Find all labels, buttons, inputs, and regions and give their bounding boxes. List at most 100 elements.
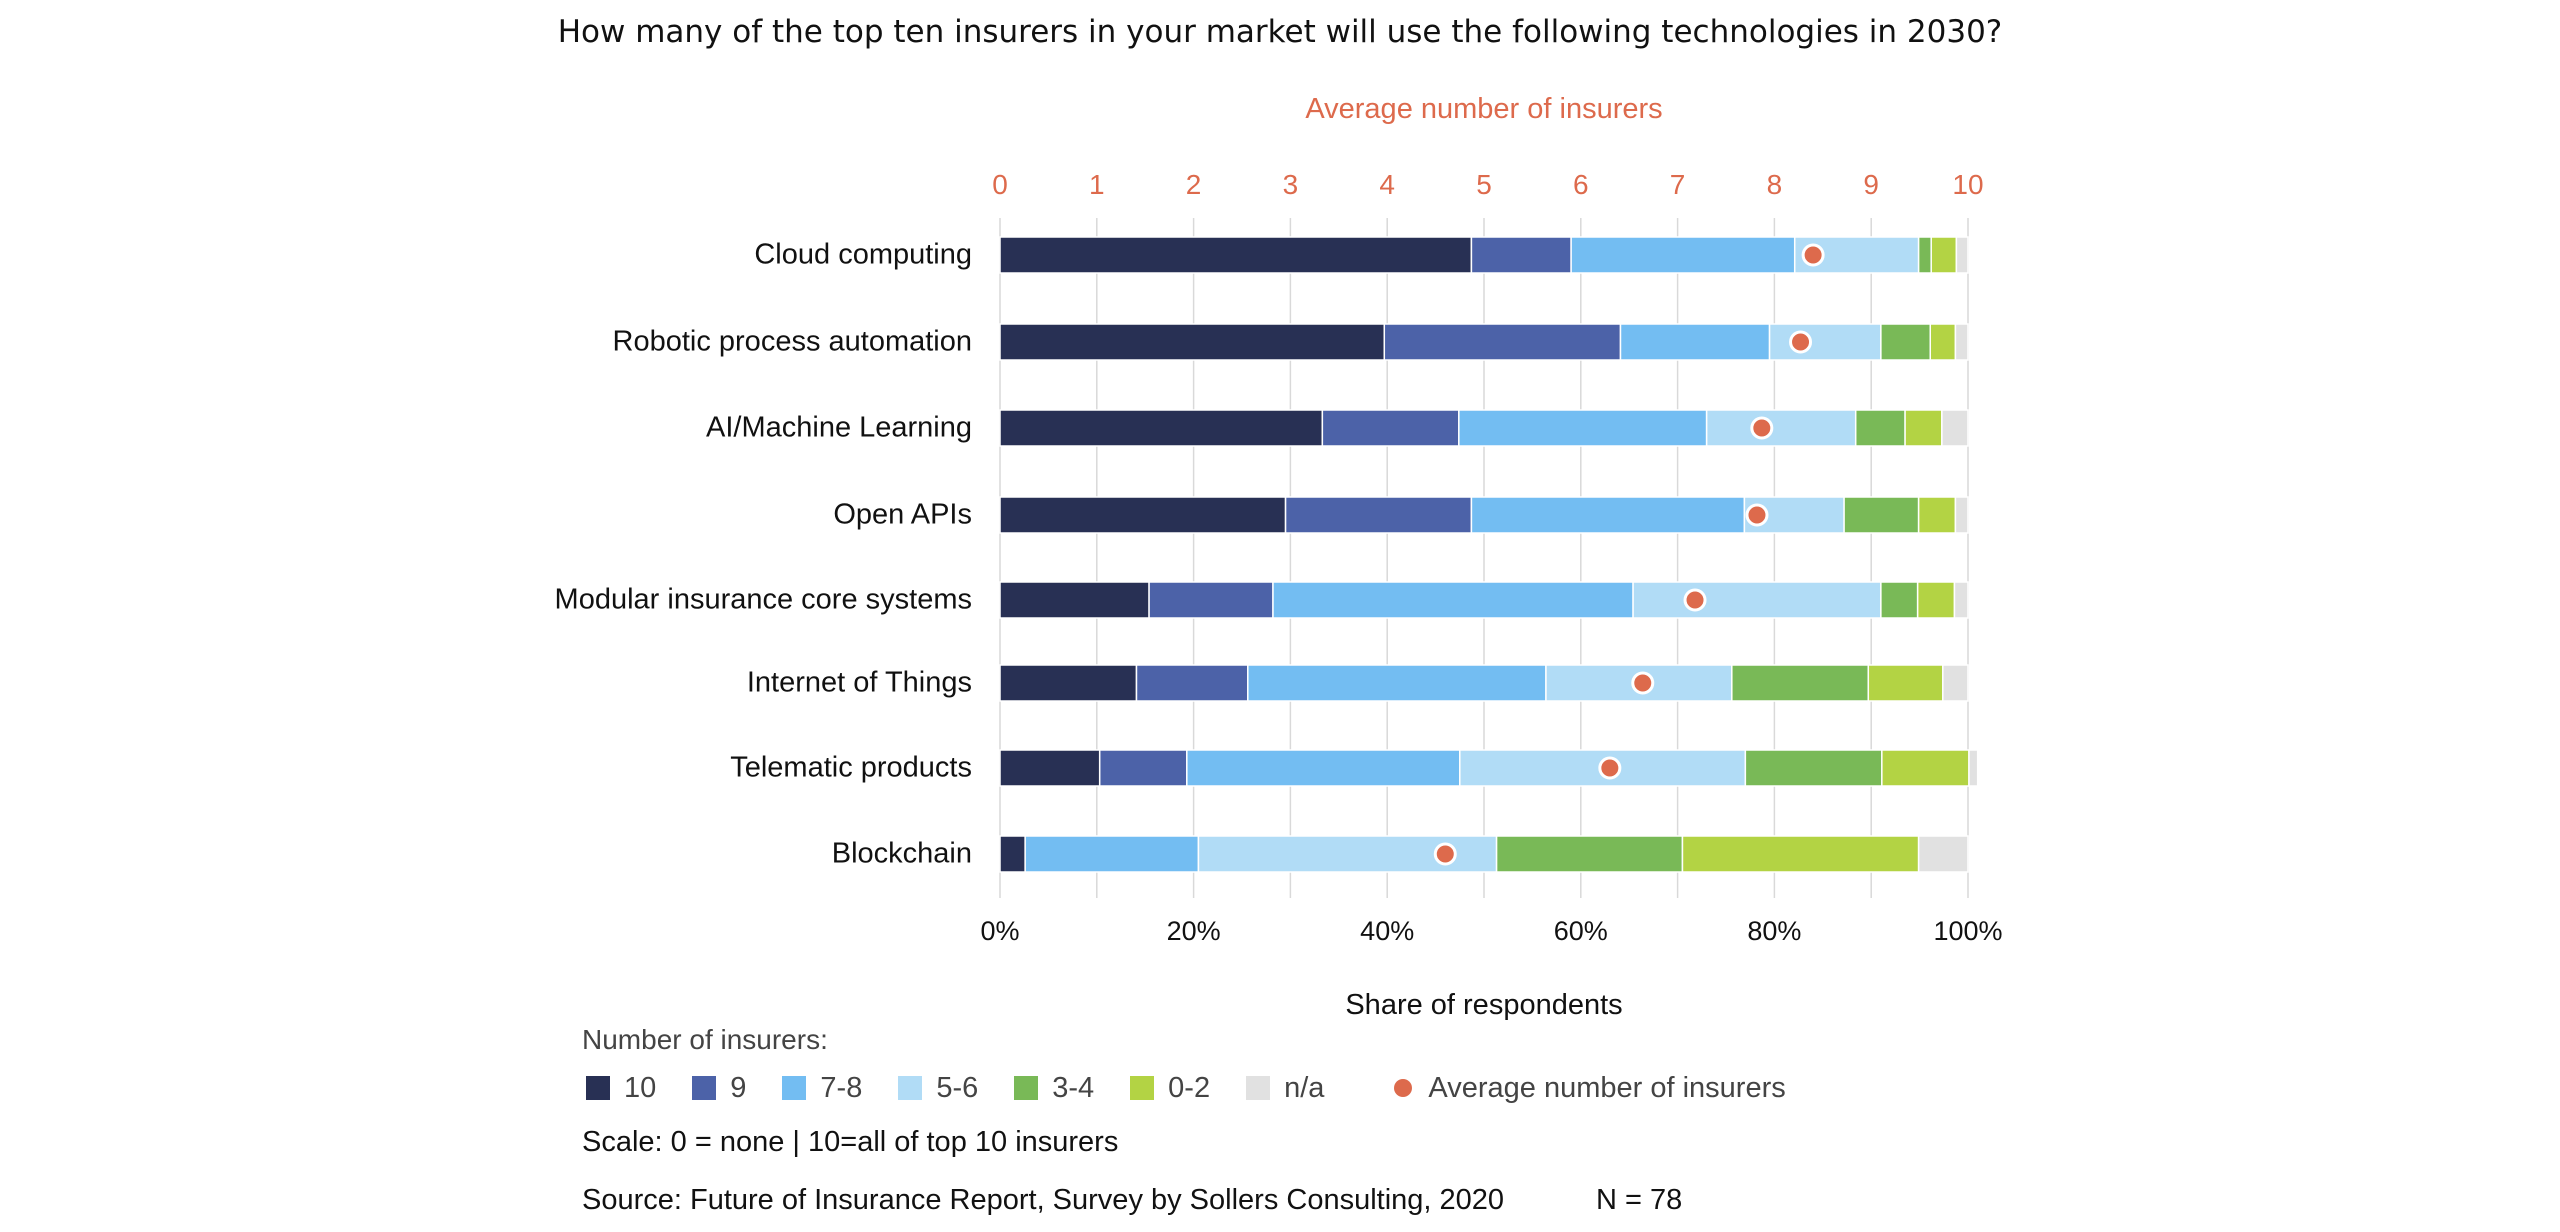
- legend-label: 5-6: [936, 1071, 979, 1104]
- sample-size-note: N = 78: [1596, 1184, 1683, 1216]
- chart-title: How many of the top ten insurers in your…: [557, 14, 2003, 50]
- average-marker: [1750, 416, 1774, 440]
- bar-segment: [1917, 496, 1957, 534]
- bar-segment: [1954, 496, 1969, 534]
- bar-segment: [1867, 664, 1944, 702]
- legend-swatch: [692, 1076, 717, 1100]
- legend-swatch: [898, 1076, 923, 1100]
- category-label: Blockchain: [832, 838, 972, 870]
- bar-segment: [1968, 749, 1979, 787]
- bar-segment: [999, 749, 1101, 787]
- top-axis-tick-label: 8: [1767, 169, 1783, 200]
- legend-swatch: [1014, 1076, 1039, 1100]
- bar-segment: [1744, 749, 1883, 787]
- top-axis-tick-label: 5: [1476, 169, 1492, 200]
- bar-segment: [1148, 581, 1274, 619]
- top-axis-tick-label: 3: [1283, 169, 1299, 200]
- bar-segment: [1705, 409, 1857, 447]
- legend-swatch: [586, 1076, 610, 1100]
- bar-segment: [1917, 236, 1932, 274]
- legend-item: 0-2: [1130, 1072, 1210, 1105]
- legend-swatch: [1130, 1076, 1155, 1100]
- bar-segment: [999, 664, 1138, 702]
- legend-item-average: Average number of insurers: [1360, 1071, 1786, 1105]
- legend-label: Average number of insurers: [1428, 1071, 1786, 1104]
- top-axis-tick-label: 7: [1670, 169, 1686, 200]
- bar-segment: [1681, 835, 1920, 873]
- legend-item: 7-8: [782, 1072, 862, 1105]
- bar-segment: [999, 496, 1287, 534]
- legend-caption: Number of insurers:: [582, 1024, 828, 1055]
- bar-segment: [1495, 835, 1684, 873]
- average-marker: [1433, 842, 1457, 866]
- bar-segment: [999, 236, 1473, 274]
- bar-segment: [1916, 581, 1956, 619]
- bar-segment: [1917, 835, 1969, 873]
- bar-segment: [1186, 749, 1461, 787]
- bar-segment: [1135, 664, 1249, 702]
- bar-segment: [1458, 409, 1708, 447]
- average-marker: [1683, 588, 1707, 612]
- legend-label: 10: [624, 1071, 657, 1104]
- legend-average-dot: [1394, 1079, 1413, 1097]
- top-axis-title: Average number of insurers: [1305, 93, 1662, 125]
- bar-segment: [1321, 409, 1460, 447]
- category-label: Robotic process automation: [613, 326, 972, 358]
- category-label: Cloud computing: [754, 239, 972, 271]
- bar-segment: [1930, 236, 1958, 274]
- top-axis-tick-label: 0: [992, 169, 1008, 200]
- legend-item: 5-6: [898, 1072, 978, 1105]
- x-axis-tick-label: 20%: [1167, 916, 1221, 946]
- bar-segment: [1880, 581, 1919, 619]
- bar-segment: [999, 323, 1386, 361]
- top-axis-tick-label: 1: [1089, 169, 1105, 200]
- bar-segment: [1768, 323, 1882, 361]
- average-marker: [1801, 243, 1825, 267]
- category-label: Open APIs: [833, 499, 972, 531]
- legend-item: 10: [586, 1072, 656, 1105]
- legend-label: 0-2: [1168, 1071, 1211, 1104]
- bar-segment: [999, 835, 1026, 873]
- top-axis-tick-label: 2: [1186, 169, 1202, 200]
- legend-label: 3-4: [1052, 1071, 1095, 1104]
- bar-segment: [1955, 236, 1969, 274]
- bar-segment: [1843, 496, 1920, 534]
- bar-segment: [1929, 323, 1957, 361]
- x-axis-tick-label: 80%: [1747, 916, 1801, 946]
- x-axis-tick-label: 0%: [980, 916, 1019, 946]
- legend-item: 3-4: [1014, 1072, 1094, 1105]
- bar-segment: [1731, 664, 1870, 702]
- legend-swatch: [1246, 1076, 1271, 1100]
- top-axis-tick-label: 6: [1573, 169, 1589, 200]
- average-marker: [1631, 671, 1655, 695]
- bar-segment: [1854, 409, 1906, 447]
- chart-legend: 10 9 7-8 5-6 3-4 0-2 n/a Average number of insu…: [586, 1070, 1822, 1106]
- average-marker: [1745, 503, 1769, 527]
- category-label: Telematic products: [730, 752, 972, 784]
- category-label: AI/Machine Learning: [706, 412, 972, 444]
- bar-segment: [1953, 581, 1969, 619]
- bar-segment: [1247, 664, 1547, 702]
- bar-segment: [1470, 236, 1572, 274]
- bar-segment: [1619, 323, 1771, 361]
- average-marker: [1598, 756, 1622, 780]
- bar-segment: [1272, 581, 1634, 619]
- bar-segment: [1470, 496, 1746, 534]
- bar-segment: [1098, 749, 1188, 787]
- bar-segment: [1881, 749, 1970, 787]
- bar-segment: [1570, 236, 1796, 274]
- x-axis-tick-label: 60%: [1554, 916, 1608, 946]
- bar-segment: [1880, 323, 1931, 361]
- top-axis-tick-label: 9: [1863, 169, 1879, 200]
- bar-segment: [1954, 323, 1969, 361]
- legend-item: 9: [692, 1072, 746, 1105]
- scale-note: Scale: 0 = none | 10=all of top 10 insur…: [582, 1126, 1119, 1158]
- x-axis-title: Share of respondents: [1345, 989, 1622, 1021]
- category-label: Modular insurance core systems: [555, 584, 972, 616]
- x-axis-tick-label: 100%: [1933, 916, 2002, 946]
- top-axis-tick-label: 10: [1952, 169, 1983, 200]
- bar-segment: [1904, 409, 1943, 447]
- average-marker: [1789, 330, 1813, 354]
- category-label: Internet of Things: [747, 667, 972, 699]
